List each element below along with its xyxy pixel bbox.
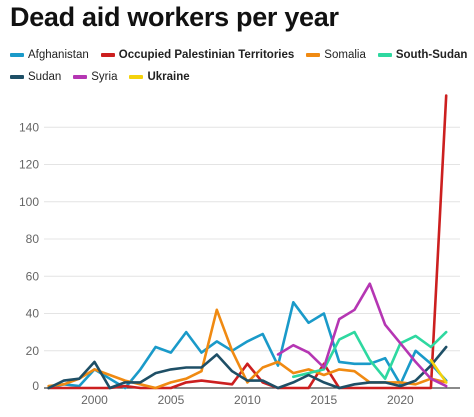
x-tick-label: 2010 <box>234 393 261 407</box>
y-tick-label: 100 <box>19 195 39 209</box>
legend-swatch <box>129 75 144 79</box>
legend-item-ukraine: Ukraine <box>129 71 190 83</box>
y-tick-label: 20 <box>26 344 40 358</box>
legend-item-sudan: Sudan <box>10 71 61 83</box>
series-line-sudan <box>47 345 448 390</box>
legend-swatch <box>10 53 24 57</box>
x-tick-label: 2005 <box>158 393 185 407</box>
legend-item-somalia: Somalia <box>306 49 366 61</box>
y-tick-label: 80 <box>26 232 40 246</box>
legend: Afghanistan Occupied Palestinian Territo… <box>10 44 470 88</box>
series-line-syria <box>276 282 448 388</box>
legend-label: Afghanistan <box>28 49 89 61</box>
x-tick-label: 2000 <box>81 393 108 407</box>
legend-label: Sudan <box>28 71 62 83</box>
series-line-south-sudan <box>291 330 448 381</box>
legend-label: Occupied Palestinian Territories <box>118 49 295 61</box>
y-tick-label: 0 <box>32 379 39 393</box>
series-line-ukraine <box>429 358 448 384</box>
x-tick-label: 2015 <box>311 393 338 407</box>
legend-item-afghanistan: Afghanistan <box>10 49 89 61</box>
legend-label: Syria <box>91 71 118 83</box>
legend-item-occupied-palestinian-territories: Occupied Palestinian Territories <box>100 49 295 61</box>
legend-swatch <box>73 75 88 79</box>
y-tick-label: 60 <box>26 269 40 283</box>
y-tick-label: 120 <box>19 158 39 172</box>
series-line-occupied-palestinian-territories <box>47 94 448 390</box>
series-line-afghanistan <box>47 300 448 390</box>
legend-item-south-sudan: South-Sudan <box>377 49 468 61</box>
legend-label: South-Sudan <box>395 49 468 61</box>
legend-row-2: Sudan Syria Ukraine <box>10 66 470 88</box>
chart-title: Dead aid workers per year <box>10 2 339 32</box>
legend-swatch <box>377 53 392 57</box>
x-tick-label: 2020 <box>387 393 414 407</box>
legend-row-1: Afghanistan Occupied Palestinian Territo… <box>10 44 470 66</box>
legend-swatch <box>306 53 321 57</box>
legend-label: Ukraine <box>147 71 190 83</box>
legend-swatch <box>100 53 115 57</box>
y-tick-label: 40 <box>26 307 40 321</box>
legend-label: Somalia <box>324 49 366 61</box>
legend-item-syria: Syria <box>73 71 117 83</box>
legend-swatch <box>10 75 24 79</box>
y-tick-label: 140 <box>19 120 39 134</box>
